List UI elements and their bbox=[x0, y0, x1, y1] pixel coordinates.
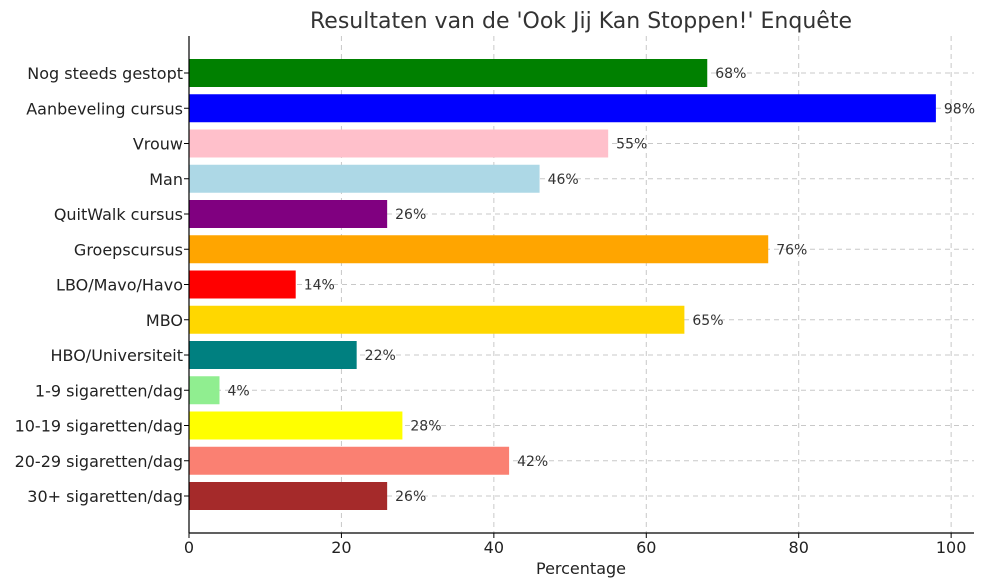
category-label: 30+ sigaretten/dag bbox=[27, 487, 183, 506]
category-label: 20-29 sigaretten/dag bbox=[15, 452, 183, 471]
data-label: 76% bbox=[776, 242, 807, 258]
bar bbox=[189, 164, 540, 193]
data-label: 68% bbox=[715, 66, 746, 82]
category-label: LBO/Mavo/Havo bbox=[56, 276, 183, 295]
data-label: 26% bbox=[395, 489, 426, 505]
category-label: MBO bbox=[146, 311, 183, 330]
axes: 0 20 40 60 80 100 Nog steeds gestopt Aanbevelin… bbox=[15, 36, 974, 557]
data-label: 14% bbox=[304, 278, 335, 294]
category-label: Man bbox=[149, 170, 183, 189]
x-tick-label: 100 bbox=[936, 538, 967, 557]
bar bbox=[189, 200, 388, 228]
bar bbox=[189, 129, 609, 158]
data-label: 98% bbox=[944, 101, 975, 117]
x-tick-label: 40 bbox=[484, 538, 504, 557]
category-label: Nog steeds gestopt bbox=[27, 64, 183, 83]
data-label: 26% bbox=[395, 207, 426, 223]
bar bbox=[189, 235, 769, 264]
bar bbox=[189, 482, 388, 510]
x-tick-label: 60 bbox=[636, 538, 656, 557]
category-label: HBO/Universiteit bbox=[50, 346, 183, 365]
bar bbox=[189, 411, 403, 440]
category-label: QuitWalk cursus bbox=[54, 205, 183, 224]
chart-title: Resultaten van de 'Ook Jij Kan Stoppen!'… bbox=[310, 9, 852, 34]
data-label: 22% bbox=[365, 348, 396, 364]
data-label: 46% bbox=[548, 172, 579, 188]
data-label: 55% bbox=[616, 137, 647, 153]
category-label: Aanbeveling cursus bbox=[26, 99, 183, 118]
category-label: Vrouw bbox=[133, 135, 183, 154]
bar bbox=[189, 446, 510, 475]
bar bbox=[189, 341, 357, 369]
bar bbox=[189, 94, 936, 123]
data-label: 28% bbox=[410, 419, 441, 435]
data-label: 4% bbox=[227, 383, 249, 399]
x-axis-label: Percentage bbox=[536, 559, 626, 578]
bars: 68% 98% 55% 46% 26% 76% 14% 65% 22% 4% 28% 42% 26% bbox=[189, 59, 975, 510]
bar bbox=[189, 59, 708, 87]
category-label: 1-9 sigaretten/dag bbox=[35, 381, 183, 400]
bar bbox=[189, 376, 220, 405]
bar bbox=[189, 270, 296, 299]
category-label: Groepscursus bbox=[74, 240, 183, 259]
x-tick-label: 80 bbox=[789, 538, 809, 557]
x-tick-label: 20 bbox=[331, 538, 351, 557]
data-label: 65% bbox=[692, 313, 723, 329]
data-label: 42% bbox=[517, 454, 548, 470]
category-label: 10-19 sigaretten/dag bbox=[15, 417, 183, 436]
x-tick-label: 0 bbox=[184, 538, 194, 557]
bar bbox=[189, 305, 685, 334]
